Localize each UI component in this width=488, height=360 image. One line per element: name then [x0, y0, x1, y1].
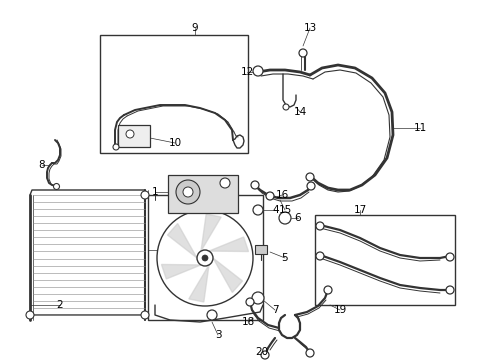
Text: 14: 14	[293, 107, 306, 117]
Circle shape	[445, 286, 453, 294]
Text: 5: 5	[281, 253, 288, 263]
Circle shape	[202, 255, 207, 261]
Circle shape	[250, 181, 259, 189]
Circle shape	[252, 66, 263, 76]
Text: 15: 15	[278, 205, 291, 215]
Circle shape	[298, 49, 306, 57]
Text: 13: 13	[303, 23, 316, 33]
Circle shape	[183, 187, 193, 197]
Circle shape	[53, 184, 60, 189]
Text: 10: 10	[168, 138, 181, 148]
Circle shape	[305, 173, 313, 181]
Text: 7: 7	[271, 305, 278, 315]
Circle shape	[176, 180, 200, 204]
Circle shape	[279, 212, 290, 224]
Circle shape	[306, 182, 314, 190]
Circle shape	[206, 310, 217, 320]
Polygon shape	[161, 265, 201, 279]
Circle shape	[141, 191, 149, 199]
Circle shape	[113, 144, 119, 150]
Bar	[168, 175, 238, 213]
Bar	[314, 215, 454, 305]
Text: 3: 3	[214, 330, 221, 340]
Circle shape	[283, 104, 288, 110]
Circle shape	[141, 311, 149, 319]
Circle shape	[445, 253, 453, 261]
Text: 19: 19	[333, 305, 346, 315]
Text: 20: 20	[255, 347, 268, 357]
Text: 17: 17	[353, 205, 366, 215]
Bar	[118, 125, 150, 147]
Text: 6: 6	[294, 213, 301, 223]
Text: 16: 16	[275, 190, 288, 200]
Text: 11: 11	[412, 123, 426, 133]
Circle shape	[245, 298, 253, 306]
Circle shape	[315, 252, 324, 260]
Polygon shape	[213, 258, 242, 292]
Circle shape	[157, 210, 252, 306]
Circle shape	[220, 178, 229, 188]
Polygon shape	[167, 224, 197, 258]
Circle shape	[261, 351, 268, 359]
Circle shape	[315, 222, 324, 230]
Bar	[100, 35, 247, 153]
Circle shape	[324, 286, 331, 294]
Text: 1: 1	[151, 187, 158, 197]
Text: 18: 18	[241, 317, 254, 327]
Circle shape	[251, 292, 264, 304]
Circle shape	[126, 130, 134, 138]
Circle shape	[305, 349, 313, 357]
Bar	[148, 195, 263, 320]
Circle shape	[197, 250, 213, 266]
Polygon shape	[208, 237, 248, 252]
Bar	[254, 245, 266, 254]
Text: 12: 12	[240, 67, 253, 77]
Polygon shape	[188, 265, 208, 302]
Text: 2: 2	[57, 300, 63, 310]
Circle shape	[26, 311, 34, 319]
Text: 4: 4	[272, 205, 279, 215]
Circle shape	[265, 192, 273, 200]
Text: 9: 9	[191, 23, 198, 33]
Polygon shape	[201, 214, 221, 251]
Text: 8: 8	[39, 160, 45, 170]
Circle shape	[252, 205, 263, 215]
